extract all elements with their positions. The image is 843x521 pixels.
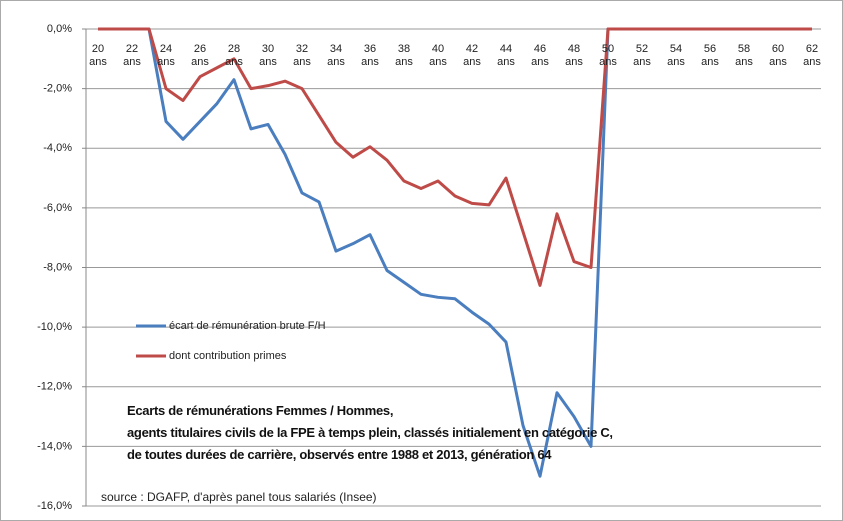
x-tick-label: 58 ans [735,43,753,68]
y-tick-label: 0,0% [47,23,72,35]
x-tick-label: 54 ans [667,43,685,68]
y-tick-label: -2,0% [43,83,72,95]
source: source : DGAFP, d'après panel tous salar… [101,490,377,504]
y-tick-label: -6,0% [43,202,72,214]
y-tick-label: -8,0% [43,261,72,273]
y-tick-label: -4,0% [43,142,72,154]
x-tick-label: 60 ans [769,43,787,68]
x-tick-label: 24 ans [157,43,175,68]
x-tick-label: 50 ans [599,43,617,68]
x-tick-label: 20 ans [89,43,107,68]
x-tick-label: 62 ans [803,43,821,68]
series-line [98,27,812,287]
x-tick-label: 52 ans [633,43,651,68]
y-tick-label: -10,0% [37,321,72,333]
x-tick-label: 30 ans [259,43,277,68]
x-tick-label: 40 ans [429,43,447,68]
y-tick-label: -16,0% [37,500,72,512]
x-tick-label: 26 ans [191,43,209,68]
annotation: de toutes durées de carrière, observés e… [127,447,552,462]
y-tick-label: -12,0% [37,381,72,393]
x-tick-label: 38 ans [395,43,413,68]
x-tick-label: 42 ans [463,43,481,68]
annotation: agents titulaires civils de la FPE à tem… [127,425,613,440]
x-tick-label: 34 ans [327,43,345,68]
x-tick-label: 48 ans [565,43,583,68]
annotation: Ecarts de rémunérations Femmes / Hommes, [127,403,394,418]
x-tick-label: 44 ans [497,43,515,68]
x-tick-label: 28 ans [225,43,243,68]
x-tick-label: 56 ans [701,43,719,68]
x-tick-label: 22 ans [123,43,141,68]
legend-label: écart de rémunération brute F/H [169,320,326,332]
y-tick-label: -14,0% [37,440,72,452]
legend-label: dont contribution primes [169,350,287,362]
x-tick-label: 32 ans [293,43,311,68]
x-tick-label: 46 ans [531,43,549,68]
x-tick-label: 36 ans [361,43,379,68]
